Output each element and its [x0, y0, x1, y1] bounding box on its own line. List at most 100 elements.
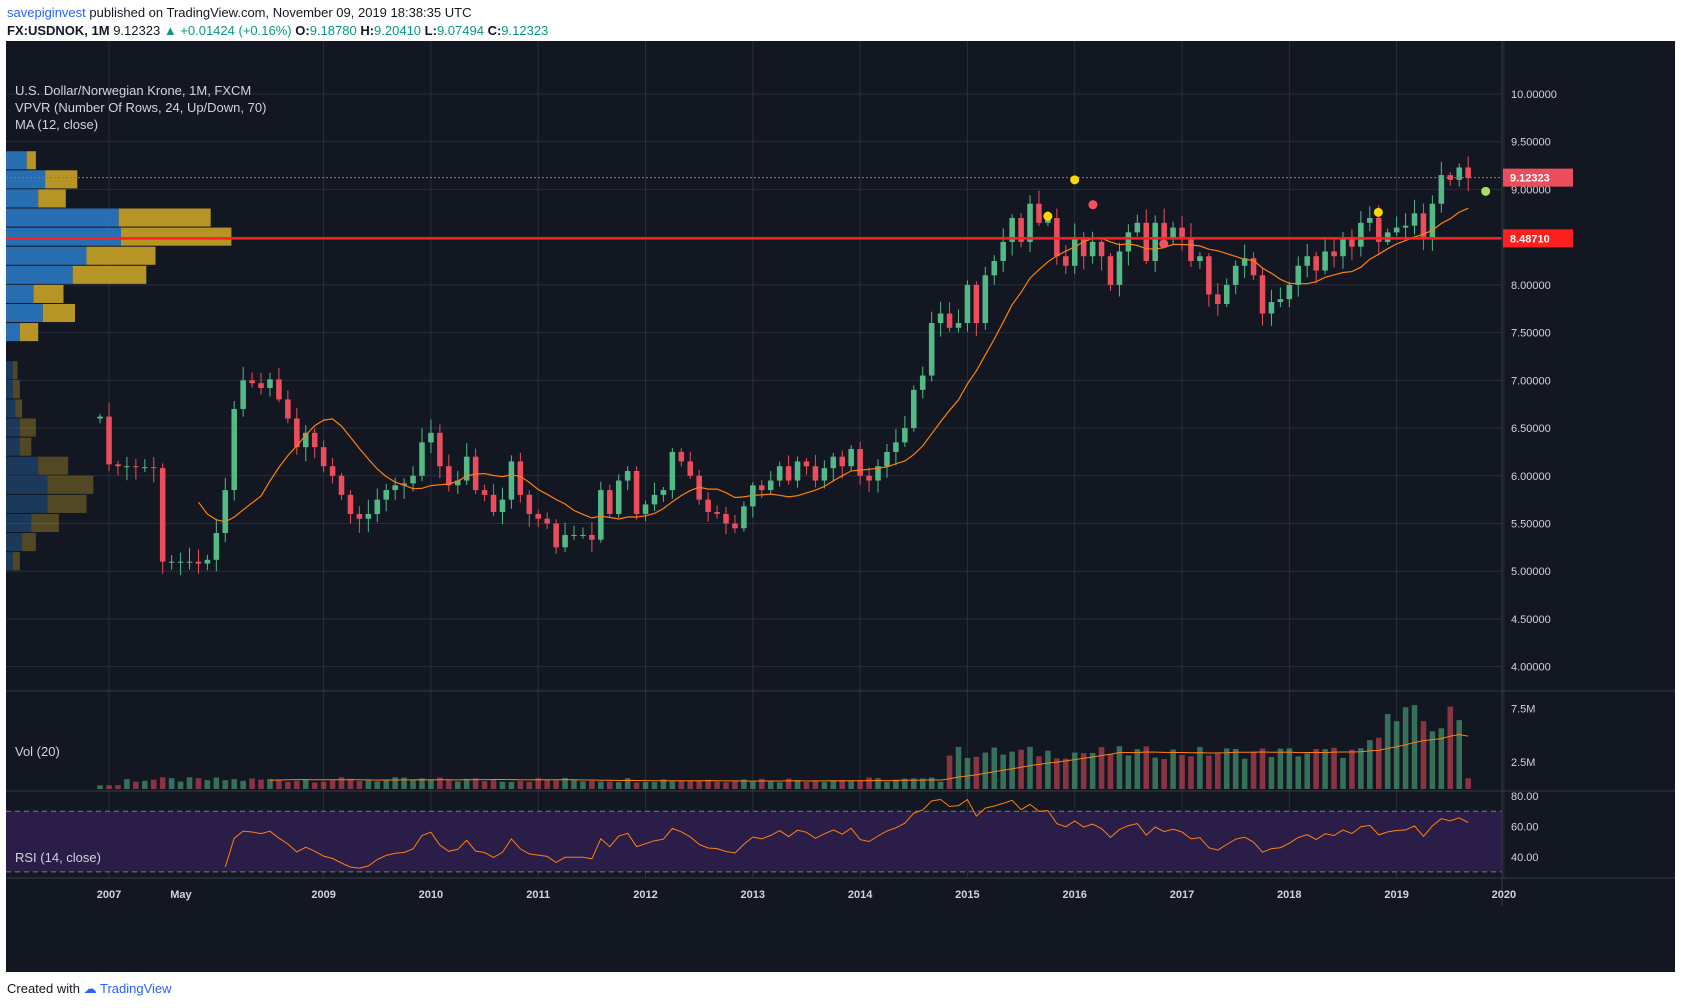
volume-bar — [857, 780, 863, 789]
candle-body — [1232, 265, 1239, 285]
candle-body — [964, 284, 971, 324]
candle-body — [320, 447, 327, 467]
candle-body — [374, 499, 381, 514]
volume-bar — [911, 778, 917, 789]
candle-body — [133, 466, 139, 468]
volume-bar — [1340, 757, 1346, 789]
volume-bar — [741, 779, 747, 789]
candle-body — [401, 483, 407, 486]
candle-body — [812, 466, 819, 481]
candle-body — [177, 561, 184, 563]
candle-body — [1313, 256, 1319, 271]
candle-body — [624, 471, 631, 481]
legend-vpvr: VPVR (Number Of Rows, 24, Up/Down, 70) — [15, 100, 266, 115]
candle-body — [1071, 237, 1078, 266]
volume-bar — [884, 781, 890, 789]
candle-body — [875, 466, 881, 481]
candle-body — [1277, 299, 1284, 303]
legend-ma: MA (12, close) — [15, 117, 98, 132]
x-tick-label: 2014 — [848, 889, 873, 901]
candle-body — [606, 490, 613, 514]
volume-bar — [1116, 746, 1123, 789]
volume-bar — [195, 778, 202, 789]
candle-body — [776, 466, 783, 481]
volume-bar — [1375, 737, 1382, 789]
legend-labels: U.S. Dollar/Norwegian Krone, 1M, FXCM VP… — [15, 83, 266, 865]
volume-bar — [750, 781, 756, 789]
vpvr-down-bar — [12, 361, 18, 380]
legend-vol: Vol (20) — [15, 744, 60, 759]
volume-bar — [285, 781, 291, 789]
candle-body — [1295, 265, 1302, 285]
volume-bar — [553, 780, 559, 789]
volume-bar — [437, 777, 443, 789]
volume-bar — [919, 778, 926, 789]
candle-body — [1304, 256, 1310, 266]
candle-body — [785, 466, 792, 481]
candle-body — [213, 533, 220, 560]
volume-bar — [651, 782, 658, 789]
volume-bar — [1188, 756, 1194, 789]
candle-body — [204, 559, 211, 564]
volume-bar — [991, 747, 998, 789]
volume-bar — [1179, 755, 1185, 789]
y-tick-label: 10.00000 — [1511, 89, 1557, 101]
volume-bar — [1393, 721, 1400, 789]
candle-body — [1223, 284, 1230, 304]
volume-bar — [1411, 705, 1418, 789]
candle-body — [490, 494, 497, 513]
candle-body — [1402, 225, 1409, 228]
candle-body — [946, 313, 953, 328]
chart-canvas[interactable]: 10.000009.500009.000008.500008.000007.50… — [6, 41, 1675, 972]
volume-bar — [732, 781, 738, 789]
y-tick-label: 9.50000 — [1511, 137, 1551, 149]
vpvr-down-bar — [86, 246, 156, 265]
vpvr-down-bar — [47, 475, 94, 494]
candle-body — [1241, 258, 1248, 266]
volume-bar — [446, 780, 452, 789]
rsi-line — [224, 798, 1469, 869]
volume-bar — [311, 782, 318, 789]
open-label: O: — [295, 23, 310, 38]
volume-bar — [893, 779, 899, 789]
candle-body — [553, 523, 559, 548]
candle-body — [1179, 227, 1185, 238]
volume-bar — [973, 756, 980, 789]
candle-body — [1393, 227, 1400, 233]
volume-bar — [490, 779, 497, 789]
volume-bar — [1045, 750, 1051, 789]
footer-brand[interactable]: TradingView — [100, 981, 172, 996]
candle-body — [1009, 218, 1015, 242]
volume-bar — [1304, 753, 1310, 789]
x-tick-label: 2018 — [1277, 889, 1301, 901]
volume-bar — [580, 781, 586, 789]
candle-body — [231, 408, 237, 491]
vpvr-up-bar — [6, 418, 20, 437]
volume-bar — [365, 780, 372, 789]
y-tick-label: 4.00000 — [1511, 662, 1551, 674]
vpvr-histogram — [6, 151, 232, 571]
signal-marker-dot — [1070, 175, 1080, 185]
candle-body — [454, 480, 461, 486]
signal-marker-dot — [1043, 211, 1053, 221]
candle-body — [866, 475, 872, 481]
x-tick-label: 2015 — [955, 889, 979, 901]
x-tick-label: May — [170, 889, 192, 901]
tradingview-logo-icon: ☁ — [83, 981, 97, 996]
candle-body — [195, 561, 202, 564]
vpvr-up-bar — [6, 437, 20, 456]
vpvr-up-bar — [6, 475, 48, 494]
y-tick-label: 6.50000 — [1511, 423, 1551, 435]
volume-bar — [776, 782, 783, 789]
publisher-link[interactable]: savepiginvest — [7, 5, 86, 20]
x-tick-label: 2009 — [311, 889, 335, 901]
axes: 10.000009.500009.000008.500008.000007.50… — [6, 41, 1675, 906]
volume-bar — [1080, 753, 1087, 789]
price-change: ▲ +0.01424 (+0.16%) — [163, 23, 292, 38]
last-price-label: 9.12323 — [1510, 173, 1550, 185]
candle-body — [1107, 256, 1114, 285]
candle-body — [562, 534, 568, 548]
volume-bar — [249, 778, 255, 789]
rsi-tick-label: 60.00 — [1511, 821, 1539, 833]
volume-bar — [1358, 748, 1364, 789]
